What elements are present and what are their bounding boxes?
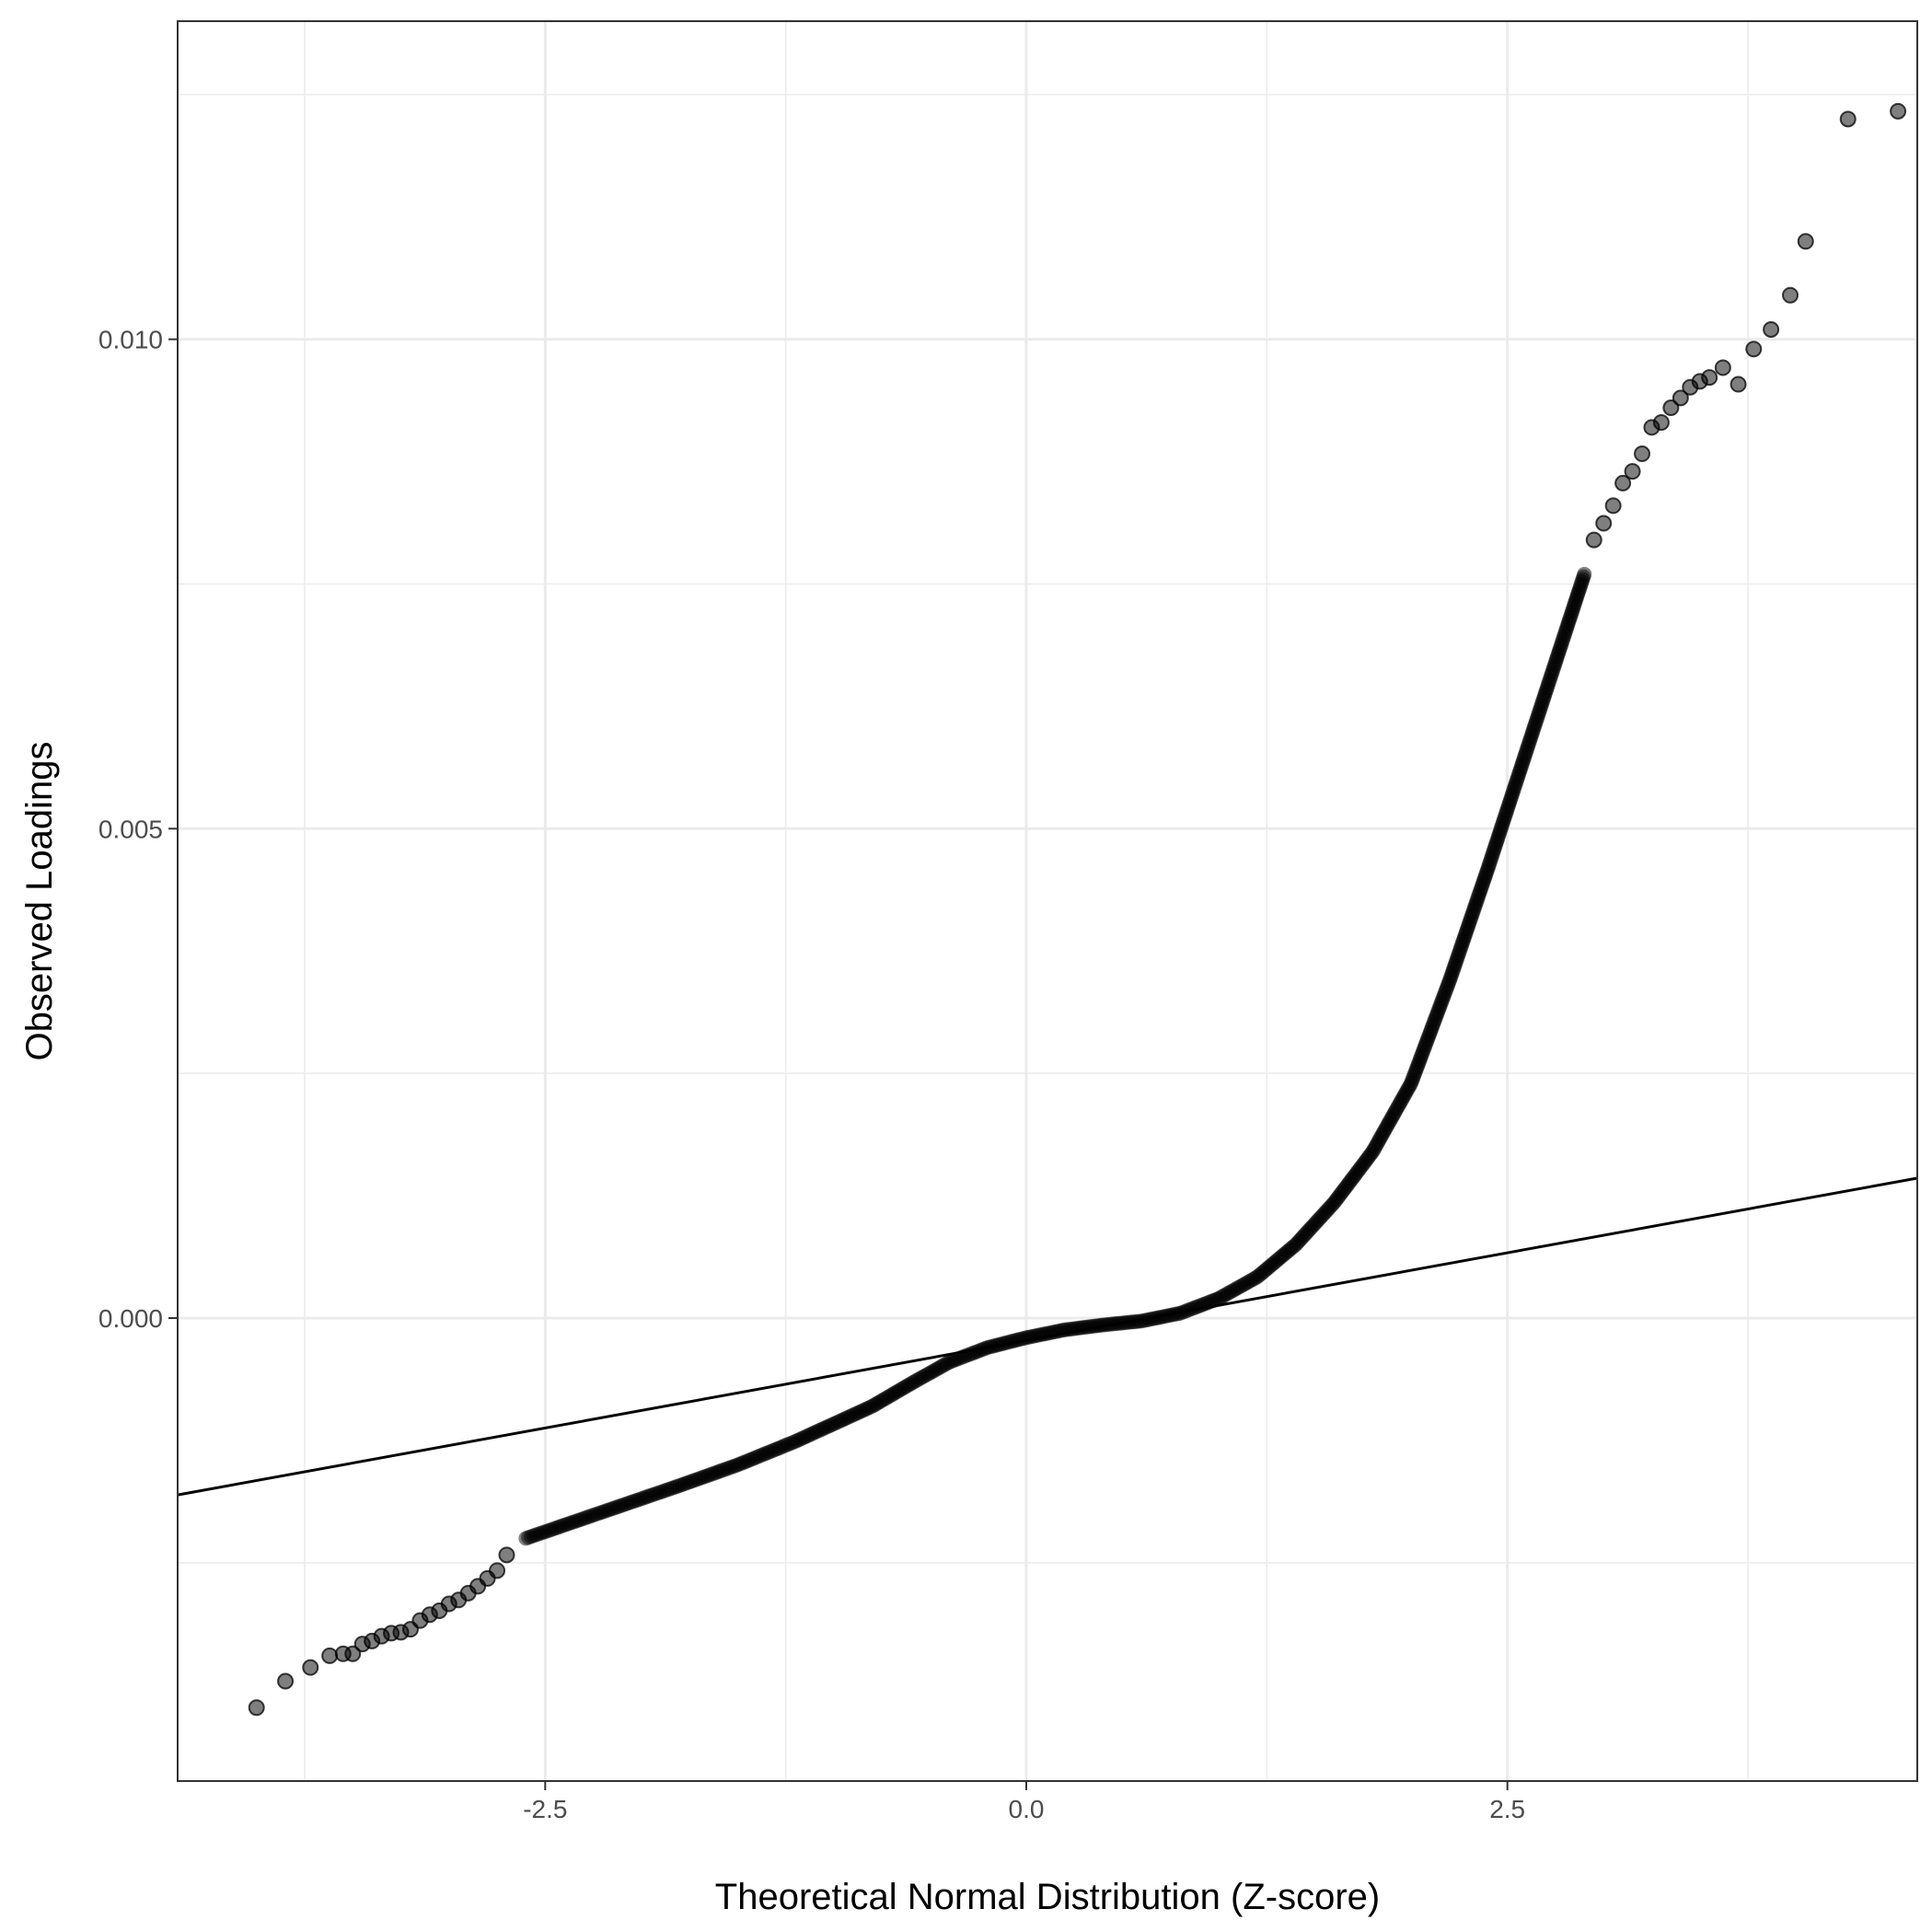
- y-tick-label: 0.000: [98, 1304, 163, 1333]
- y-axis-ticks: 0.000 0.005 0.010: [98, 326, 178, 1333]
- data-point: [1763, 320, 1780, 338]
- data-point: [344, 1645, 362, 1662]
- data-point: [1839, 110, 1857, 128]
- x-tick-label: -2.5: [523, 1795, 567, 1823]
- data-point: [1672, 389, 1689, 407]
- y-axis-title: Observed Loadings: [19, 742, 60, 1061]
- data-point: [1701, 369, 1718, 387]
- minor-gridlines: [178, 21, 1917, 1781]
- x-axis-title: Theoretical Normal Distribution (Z-score…: [715, 1877, 1380, 1917]
- data-point: [302, 1659, 319, 1676]
- data-point: [498, 1546, 515, 1564]
- x-tick-label: 0.0: [1009, 1795, 1045, 1823]
- data-point: [1624, 463, 1641, 480]
- data-point: [1652, 413, 1670, 431]
- reference-line: [177, 1176, 1918, 1497]
- data-point: [1604, 497, 1622, 515]
- data-point: [1730, 376, 1747, 393]
- data-point: [1614, 474, 1632, 492]
- data-point: [277, 1672, 295, 1690]
- data-point: [248, 1699, 265, 1717]
- major-gridlines: [178, 21, 1917, 1781]
- data-point: [1782, 286, 1799, 304]
- data-point: [1662, 399, 1680, 417]
- x-tick-label: 2.5: [1489, 1795, 1525, 1823]
- data-point: [1577, 566, 1592, 582]
- data-point: [1634, 445, 1651, 463]
- data-point: [1890, 102, 1907, 120]
- y-tick-label: 0.005: [98, 815, 163, 843]
- plot-panel-border: [177, 20, 1918, 1782]
- data-point: [1595, 515, 1613, 532]
- data-point: [321, 1647, 339, 1664]
- y-tick-label: 0.010: [98, 326, 163, 354]
- qq-reference-line: [177, 1176, 1918, 1497]
- data-point: [1745, 341, 1763, 358]
- data-points: [248, 102, 1907, 1717]
- data-point: [1797, 233, 1814, 250]
- data-point: [1714, 359, 1731, 376]
- data-point: [1585, 531, 1602, 549]
- data-point: [489, 1562, 506, 1579]
- x-axis-ticks: -2.5 0.0 2.5: [523, 1781, 1525, 1823]
